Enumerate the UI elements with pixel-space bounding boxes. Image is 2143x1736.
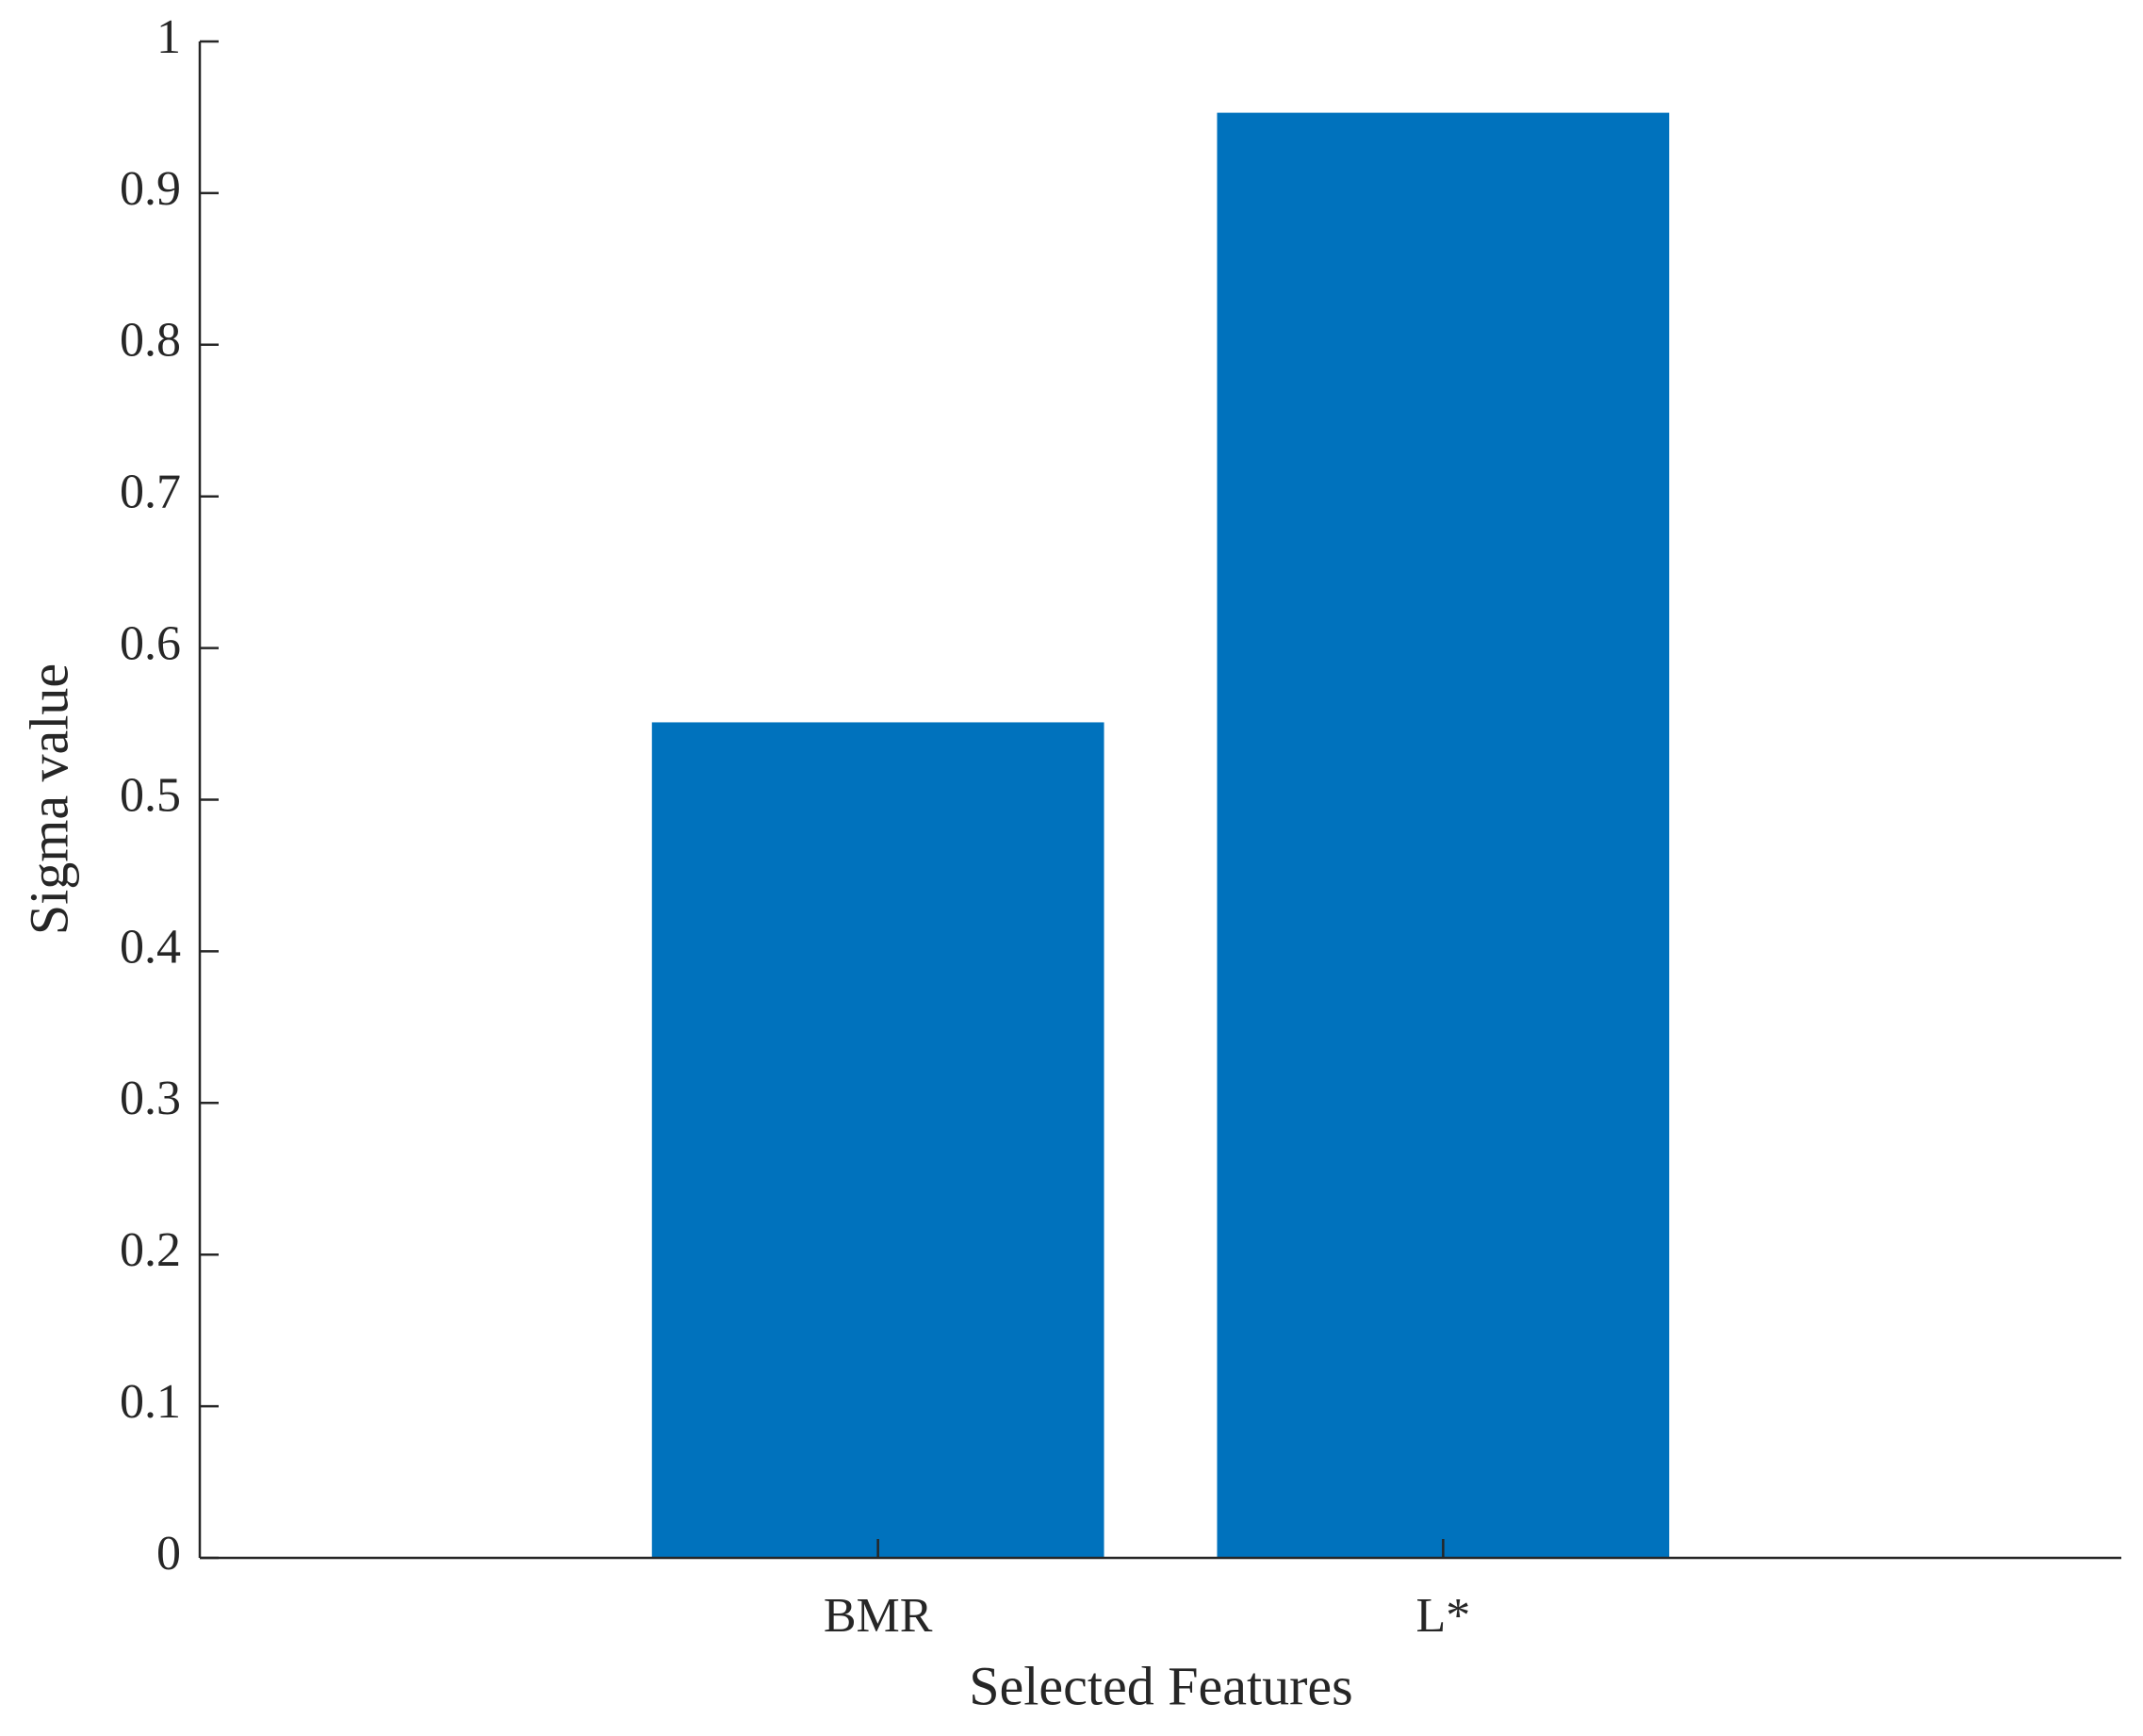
bar bbox=[651, 722, 1104, 1558]
y-axis-label: Sigma value bbox=[18, 663, 79, 935]
y-tick-label: 0.1 bbox=[120, 1375, 181, 1429]
y-tick-label: 0.3 bbox=[120, 1072, 181, 1125]
x-axis-label: Selected Features bbox=[969, 1655, 1352, 1716]
y-tick-label: 0.5 bbox=[120, 768, 181, 822]
y-tick-label: 0.7 bbox=[120, 466, 181, 519]
y-tick-label: 0.8 bbox=[120, 314, 181, 368]
y-tick-label: 0 bbox=[156, 1527, 181, 1580]
bar bbox=[1217, 112, 1670, 1558]
y-tick-label: 0.2 bbox=[120, 1223, 181, 1277]
x-tick-label: BMR bbox=[824, 1589, 933, 1643]
y-tick-label: 0.6 bbox=[120, 617, 181, 671]
x-tick-label: L* bbox=[1415, 1589, 1470, 1643]
y-tick-label: 1 bbox=[156, 10, 181, 64]
y-tick-label: 0.4 bbox=[120, 920, 181, 974]
y-tick-label: 0.9 bbox=[120, 162, 181, 216]
